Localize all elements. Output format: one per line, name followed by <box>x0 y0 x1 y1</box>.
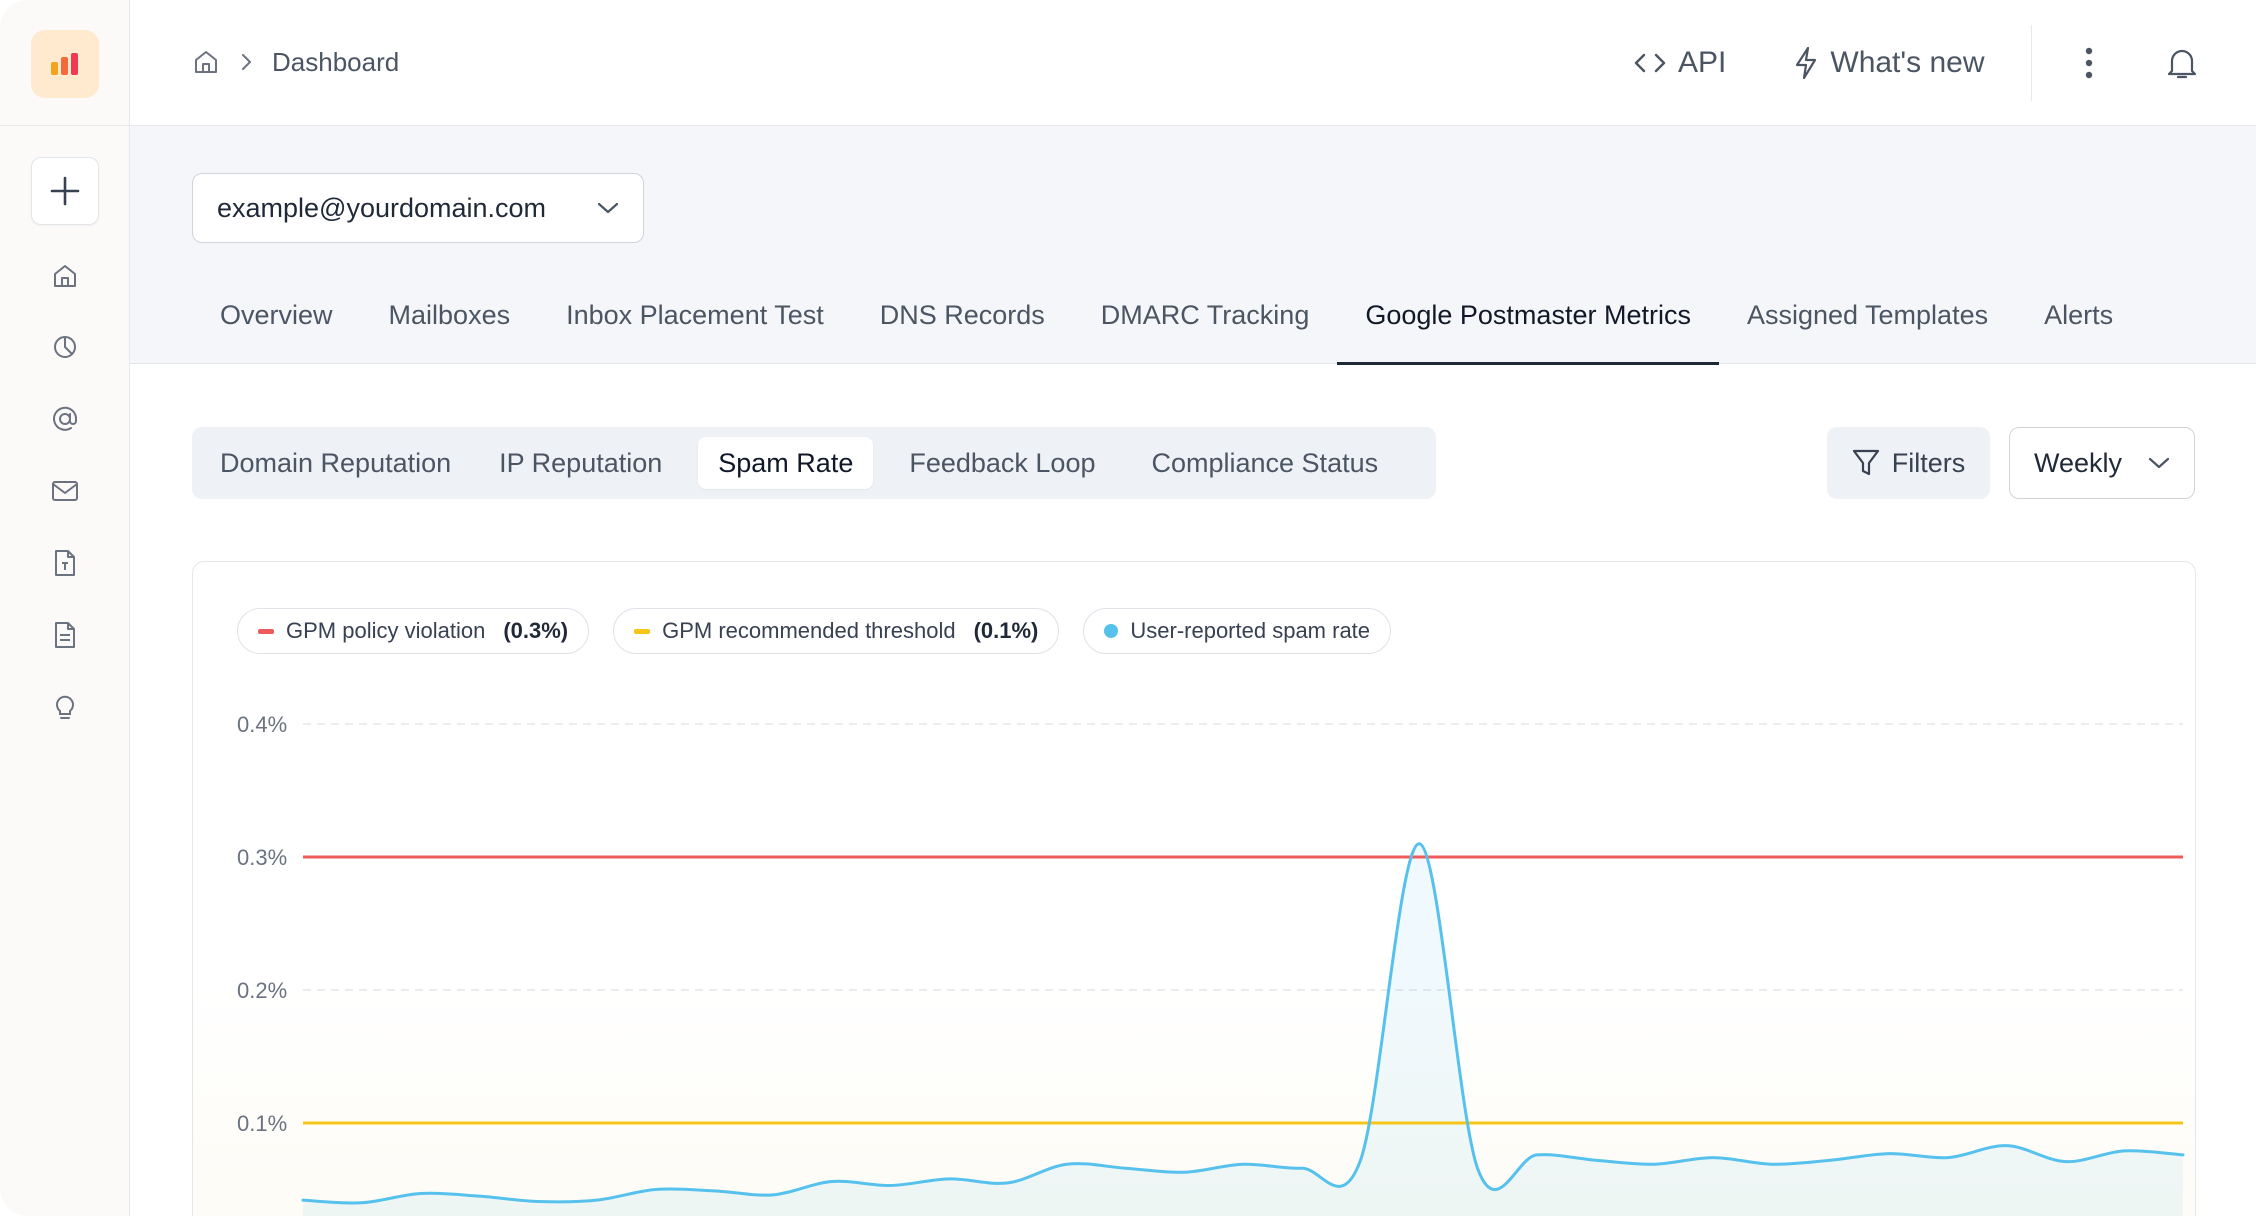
chart-legend: GPM policy violation (0.3%) GPM recommen… <box>237 608 1392 654</box>
legend-value: (0.3%) <box>503 618 569 643</box>
tab-overview[interactable]: Overview <box>220 300 333 330</box>
sidebar-item-analytics[interactable] <box>45 327 85 367</box>
tab-alerts[interactable]: Alerts <box>2044 300 2114 330</box>
domain-select[interactable]: example@yourdomain.com <box>192 173 644 243</box>
chevron-down-icon <box>597 202 619 214</box>
chevron-right-icon <box>242 54 251 70</box>
spam-rate-chart: 0%0.1%0.2%0.3%0.4% <box>237 712 2185 1216</box>
spam-rate-line <box>301 842 2185 1205</box>
pie-chart-icon <box>54 336 76 358</box>
period-select-value: Weekly <box>2034 447 2123 478</box>
main-tabs: Overview Mailboxes Inbox Placement Test … <box>192 298 2141 365</box>
legend-recommended-threshold[interactable]: GPM recommended threshold (0.1%) <box>613 608 1060 654</box>
spam-rate-area <box>303 843 2183 1216</box>
document-icon <box>55 622 75 648</box>
lightbulb-icon <box>56 695 74 719</box>
top-actions: API What's new <box>1634 0 2256 126</box>
api-link[interactable]: API <box>1634 46 1726 80</box>
api-label: API <box>1678 46 1727 79</box>
lightning-icon <box>1796 46 1817 80</box>
tab-mailboxes[interactable]: Mailboxes <box>388 300 511 330</box>
more-menu-button[interactable] <box>2032 33 2146 93</box>
bar-logo-icon <box>51 53 78 75</box>
at-sign-icon <box>53 406 78 431</box>
filters-button[interactable]: Filters <box>1827 427 1990 499</box>
subtab-domain-reputation[interactable]: Domain Reputation <box>220 447 452 478</box>
app-logo[interactable] <box>31 30 99 98</box>
chevron-down-icon <box>2148 457 2170 469</box>
sidebar-item-templates[interactable] <box>45 543 85 583</box>
legend-label: GPM policy violation <box>286 618 486 643</box>
notifications-button[interactable] <box>2146 33 2218 93</box>
legend-value: (0.1%) <box>973 618 1039 643</box>
home-icon[interactable] <box>192 48 220 76</box>
mail-icon <box>52 481 78 501</box>
bell-icon <box>2167 49 2197 79</box>
subtab-compliance-status[interactable]: Compliance Status <box>1151 447 1379 478</box>
sidebar-item-inbox[interactable] <box>45 471 85 511</box>
tab-google-postmaster-metrics[interactable]: Google Postmaster Metrics <box>1337 298 1719 365</box>
more-vertical-icon <box>2085 47 2093 79</box>
whats-new-link[interactable]: What's new <box>1794 46 1985 80</box>
domain-header: example@yourdomain.com Overview Mailboxe… <box>130 126 2256 365</box>
sidebar-item-mailboxes[interactable] <box>45 399 85 439</box>
filter-icon <box>1852 449 1879 476</box>
subtab-spam-rate[interactable]: Spam Rate <box>698 437 874 489</box>
main-content: Domain Reputation IP Reputation Spam Rat… <box>130 365 2256 1216</box>
breadcrumb-current: Dashboard <box>272 46 400 77</box>
tab-dns-records[interactable]: DNS Records <box>879 300 1045 330</box>
y-tick-label: 0.2% <box>237 978 287 1003</box>
sidebar-item-home[interactable] <box>45 256 85 296</box>
spam-rate-chart-card: 0%0.1%0.2%0.3%0.4% GPM policy violation … <box>192 561 2196 1216</box>
subtab-ip-reputation[interactable]: IP Reputation <box>499 447 663 478</box>
whats-new-label: What's new <box>1830 46 1985 79</box>
file-text-icon <box>55 550 75 576</box>
legend-swatch <box>1104 624 1119 638</box>
metric-subtabs: Domain Reputation IP Reputation Spam Rat… <box>192 427 1436 499</box>
y-tick-label: 0.3% <box>237 845 287 870</box>
plus-icon <box>50 176 80 206</box>
legend-swatch <box>258 628 274 634</box>
y-tick-label: 0.1% <box>237 1111 287 1136</box>
sidebar-item-documents[interactable] <box>45 615 85 655</box>
filters-label: Filters <box>1891 447 1966 478</box>
legend-user-reported-spam-rate[interactable]: User-reported spam rate <box>1083 608 1392 654</box>
home-icon <box>54 265 76 287</box>
sidebar-item-ideas[interactable] <box>45 687 85 727</box>
domain-select-value: example@yourdomain.com <box>217 192 547 223</box>
add-button[interactable] <box>31 157 99 225</box>
sidebar-logo-area <box>0 0 130 126</box>
legend-label: GPM recommended threshold <box>662 618 956 643</box>
tab-assigned-templates[interactable]: Assigned Templates <box>1746 300 1989 330</box>
tab-dmarc-tracking[interactable]: DMARC Tracking <box>1100 300 1310 330</box>
topbar: Dashboard API What's new <box>130 0 2256 126</box>
legend-label: User-reported spam rate <box>1130 618 1371 643</box>
topbar-divider <box>2030 25 2032 101</box>
period-select[interactable]: Weekly <box>2009 427 2195 499</box>
legend-swatch <box>634 628 651 634</box>
tab-inbox-placement-test[interactable]: Inbox Placement Test <box>566 300 824 330</box>
code-icon <box>1634 53 1666 73</box>
breadcrumb: Dashboard <box>192 42 399 82</box>
sidebar <box>0 0 130 1216</box>
subtab-feedback-loop[interactable]: Feedback Loop <box>909 447 1096 478</box>
legend-policy-violation[interactable]: GPM policy violation (0.3%) <box>237 608 590 654</box>
y-tick-label: 0.4% <box>237 712 287 737</box>
